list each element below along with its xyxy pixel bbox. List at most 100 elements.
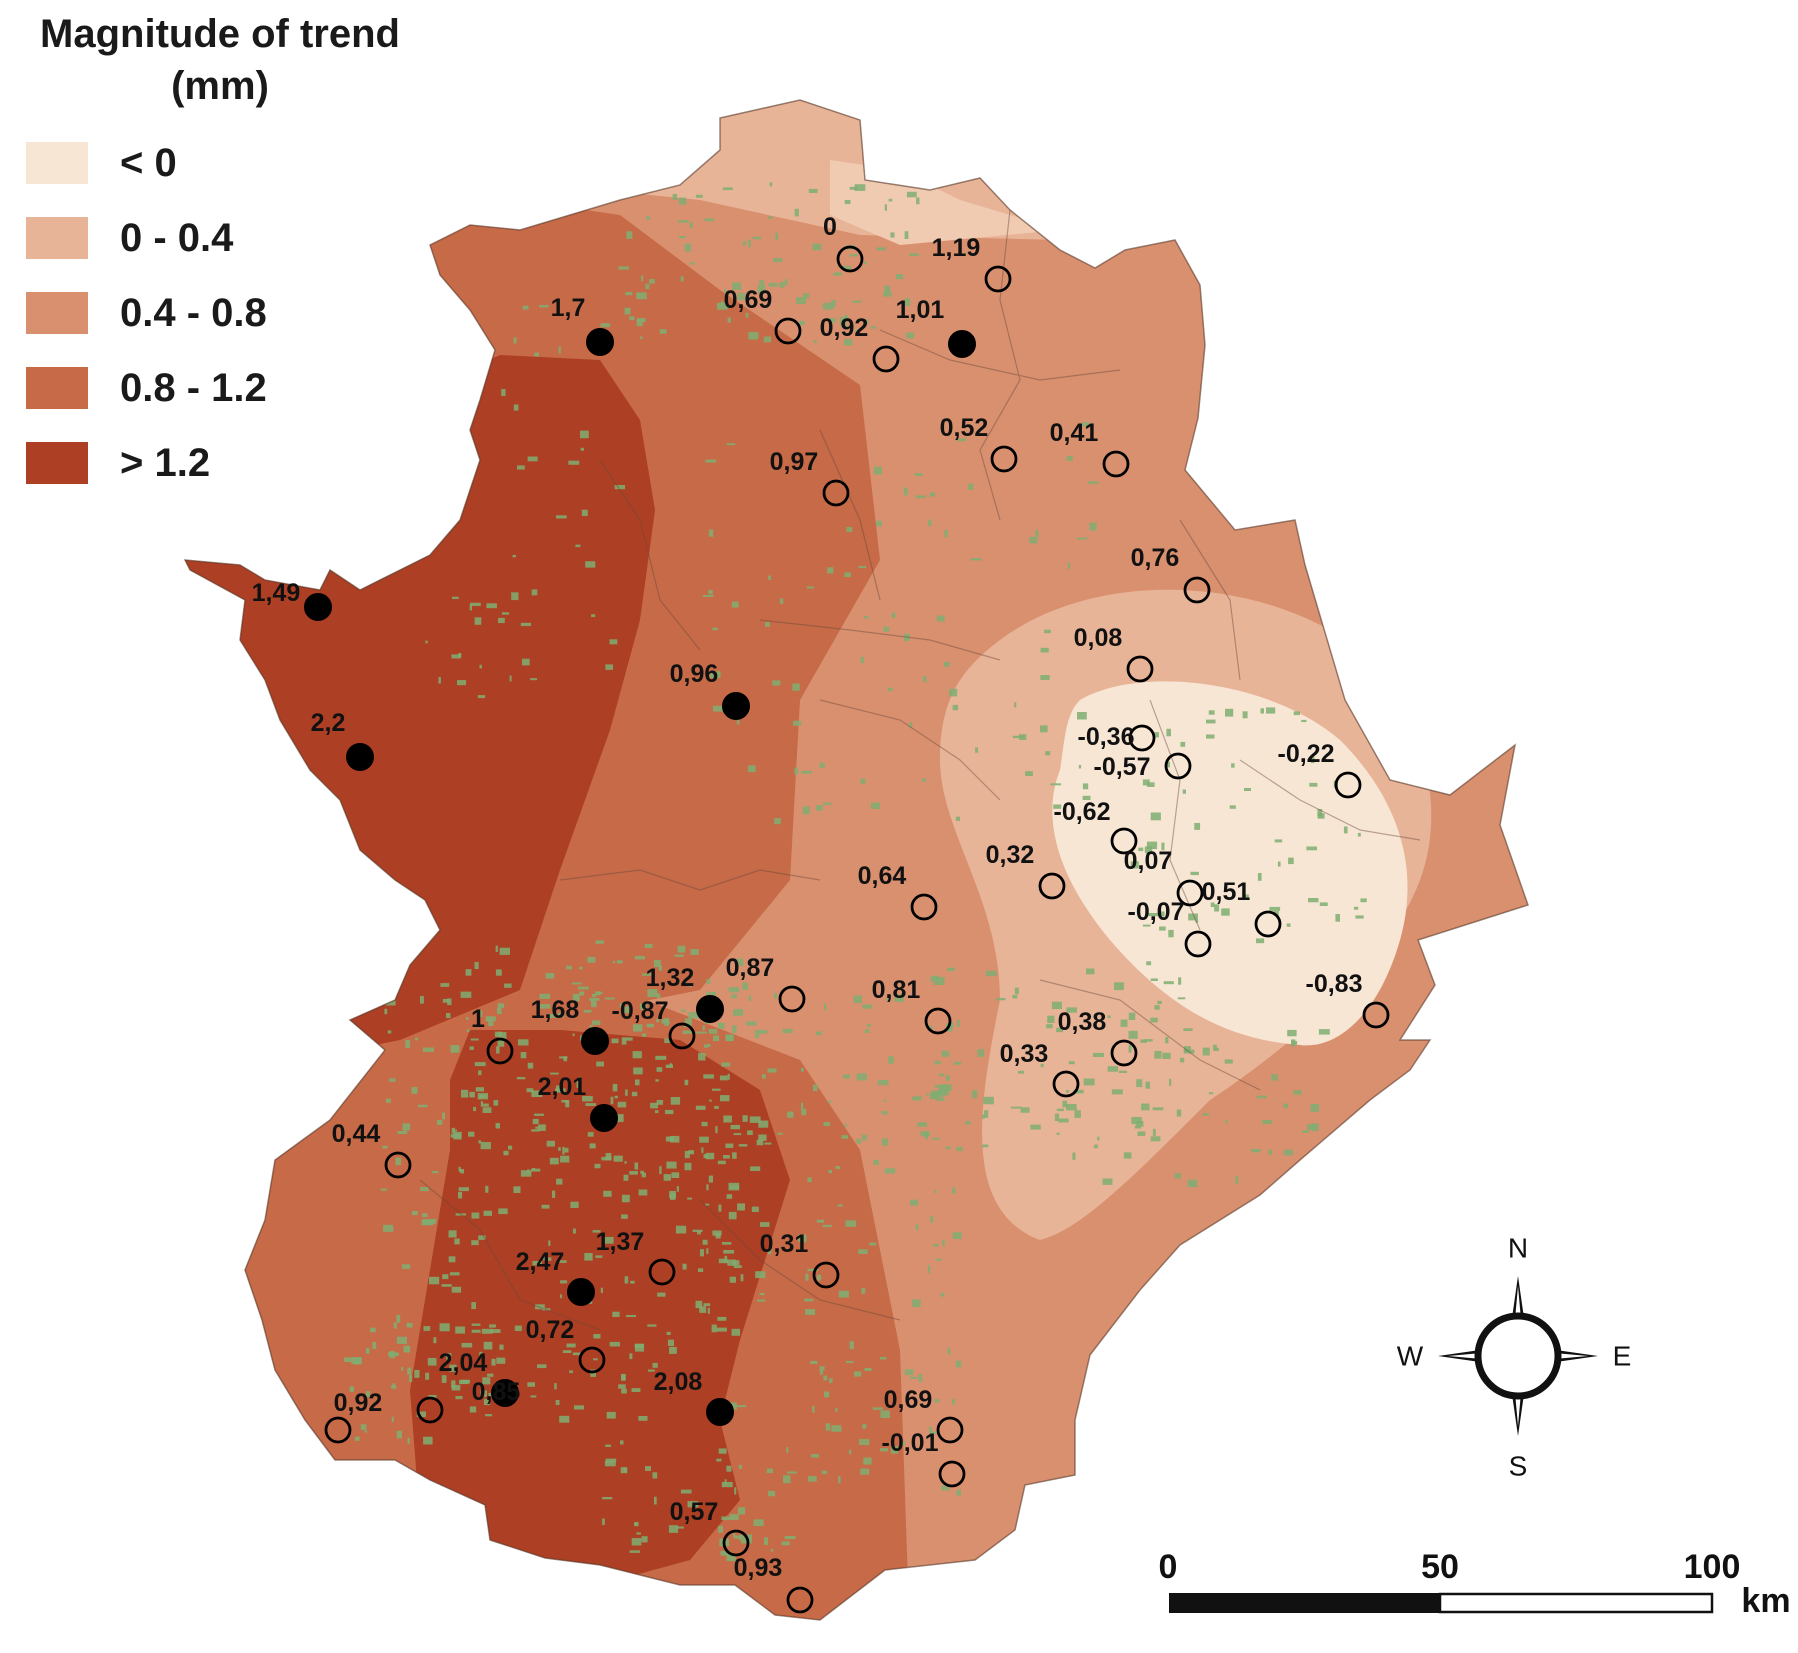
station-marker-significant bbox=[581, 1027, 609, 1055]
zone-southern-peak bbox=[410, 1030, 790, 1590]
station: -0,01 bbox=[882, 1429, 966, 1488]
station-label: 0,96 bbox=[670, 660, 719, 688]
station: 1,01 bbox=[896, 296, 976, 358]
station-marker bbox=[1334, 771, 1362, 799]
station-label: 2,08 bbox=[654, 1368, 703, 1396]
legend-swatch bbox=[26, 292, 88, 334]
station: 0,96 bbox=[670, 660, 750, 720]
legend-label: 0 - 0.4 bbox=[120, 216, 234, 260]
station: 0,52 bbox=[940, 414, 1018, 473]
station-label: 0,69 bbox=[884, 1386, 933, 1414]
station-marker-significant bbox=[586, 328, 614, 356]
station: 1,37 bbox=[596, 1228, 676, 1286]
station: 0,93 bbox=[734, 1554, 814, 1614]
municipal-boundaries bbox=[419, 209, 1421, 1331]
station: -0,83 bbox=[1306, 970, 1390, 1029]
station-label: 1,7 bbox=[551, 294, 586, 322]
station-label: 0,92 bbox=[334, 1389, 383, 1417]
station-marker bbox=[822, 479, 850, 507]
station: 0,31 bbox=[760, 1230, 840, 1289]
station-marker bbox=[778, 985, 806, 1013]
station-marker-significant bbox=[696, 995, 724, 1023]
scale-tick-0: 0 bbox=[1159, 1548, 1178, 1586]
station-marker bbox=[1052, 1070, 1080, 1098]
station: 2,04 bbox=[439, 1349, 519, 1407]
station: 0,07 bbox=[1124, 847, 1204, 907]
stations: 0 1,19 0,69 0,92 1,01 1,7 0,52 0,41 0,97 0,76 1,49… bbox=[252, 213, 1390, 1614]
station-marker bbox=[648, 1258, 676, 1286]
station-label: 1,68 bbox=[531, 996, 580, 1024]
station-label: 0,31 bbox=[760, 1230, 809, 1258]
legend-label: 0.8 - 1.2 bbox=[120, 366, 267, 410]
scale-unit: km bbox=[1741, 1582, 1790, 1620]
station: -0,57 bbox=[1094, 752, 1192, 781]
legend-item-below-0: < 0 bbox=[26, 141, 426, 186]
station-marker-significant bbox=[304, 593, 332, 621]
station-label: 2,2 bbox=[311, 709, 346, 737]
station: 1 bbox=[471, 1005, 514, 1065]
station-label: 2,01 bbox=[538, 1073, 587, 1101]
station-marker bbox=[924, 1007, 952, 1035]
station-label: 0,72 bbox=[526, 1316, 575, 1344]
station-label: 2,04 bbox=[439, 1349, 488, 1377]
station-label: 0,93 bbox=[734, 1554, 783, 1582]
compass-west-label: W bbox=[1397, 1340, 1424, 1371]
station-label: -0,83 bbox=[1306, 970, 1363, 998]
legend-label: 0.4 - 0.8 bbox=[120, 291, 267, 335]
station: 2,01 bbox=[538, 1073, 618, 1132]
station-marker bbox=[384, 1151, 412, 1179]
station-label: 1,37 bbox=[596, 1228, 645, 1256]
station-label: 0,51 bbox=[1202, 878, 1251, 906]
station-marker bbox=[1362, 1001, 1390, 1029]
station-marker bbox=[1110, 1039, 1138, 1067]
station-marker bbox=[1126, 655, 1154, 683]
station: -0,87 bbox=[612, 997, 696, 1050]
station: 1,7 bbox=[551, 294, 614, 356]
station-marker-significant bbox=[590, 1104, 618, 1132]
station: 2,47 bbox=[516, 1248, 595, 1306]
station-marker-significant bbox=[948, 330, 976, 358]
station-marker bbox=[486, 1037, 514, 1065]
station-marker bbox=[910, 893, 938, 921]
station: -0,36 bbox=[1078, 723, 1156, 752]
station: 0,51 bbox=[1202, 878, 1282, 938]
legend-title: Magnitude of trend (mm) bbox=[10, 8, 430, 112]
station-marker bbox=[1184, 930, 1212, 958]
station: 0,44 bbox=[332, 1120, 412, 1179]
compass-east-label: E bbox=[1613, 1340, 1632, 1371]
station: 0,69 bbox=[724, 286, 802, 345]
station-label: 1,01 bbox=[896, 296, 945, 324]
station-marker bbox=[936, 1416, 964, 1444]
station-label: 0,38 bbox=[1058, 1008, 1107, 1036]
station: 0,72 bbox=[526, 1316, 606, 1374]
legend-label: < 0 bbox=[120, 141, 177, 185]
station-marker bbox=[324, 1416, 352, 1444]
station-marker bbox=[1110, 827, 1138, 855]
station-marker bbox=[984, 265, 1012, 293]
station-marker bbox=[990, 445, 1018, 473]
station-marker bbox=[812, 1261, 840, 1289]
station-label: 1 bbox=[471, 1005, 485, 1033]
station-label: 0,85 bbox=[472, 1378, 521, 1406]
north-arrow: N S E W bbox=[1397, 1232, 1632, 1481]
legend-item-0.4-0.8: 0.4 - 0.8 bbox=[26, 291, 426, 336]
scale-tick-100: 100 bbox=[1684, 1548, 1741, 1586]
station: 1,19 bbox=[932, 234, 1012, 293]
station: 2,2 bbox=[311, 709, 374, 771]
compass-north-label: N bbox=[1508, 1232, 1528, 1263]
station-label: 0,32 bbox=[986, 841, 1035, 869]
legend-title-line2: (mm) bbox=[171, 64, 269, 108]
station: 1,49 bbox=[252, 579, 332, 621]
station-marker-significant bbox=[706, 1398, 734, 1426]
station: 0,32 bbox=[986, 841, 1066, 900]
legend-swatch bbox=[26, 442, 88, 484]
station: 0,38 bbox=[1058, 1008, 1138, 1067]
station: 0,97 bbox=[770, 448, 850, 507]
station-marker bbox=[1254, 910, 1282, 938]
station: 0,87 bbox=[726, 954, 806, 1013]
legend-swatch bbox=[26, 367, 88, 409]
station-label: 0,64 bbox=[858, 862, 907, 890]
station: 0,57 bbox=[670, 1498, 750, 1557]
station: 0,64 bbox=[858, 862, 938, 921]
scale-segment-filled bbox=[1169, 1593, 1441, 1613]
